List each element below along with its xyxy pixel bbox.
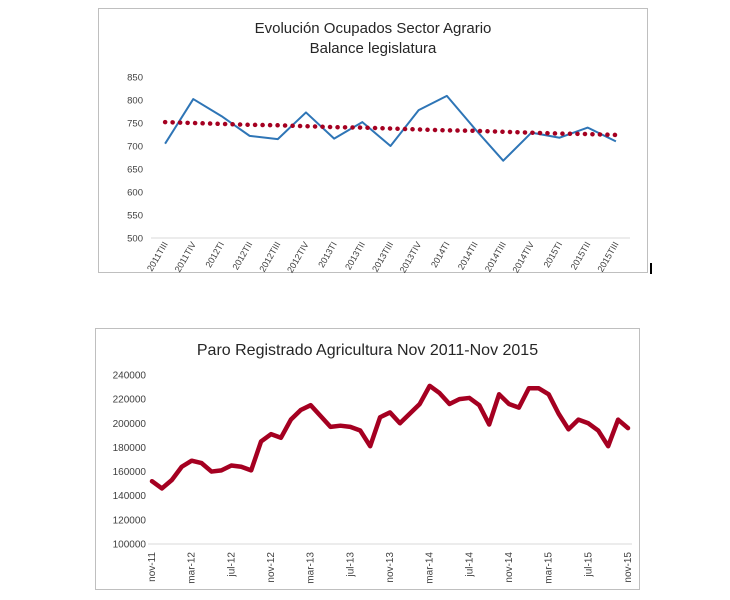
x-tick-label: 2013TIV bbox=[398, 240, 424, 274]
y-tick-label: 600 bbox=[127, 188, 143, 199]
x-tick-label: 2014TIII bbox=[483, 240, 508, 274]
x-tick-label: jul-15 bbox=[583, 552, 594, 578]
x-tick-label: 2015TII bbox=[569, 240, 593, 271]
x-tick-label: 2014TIV bbox=[510, 240, 536, 274]
x-tick-label: 2012TIV bbox=[285, 240, 311, 274]
chart-paro-agricultura: Paro Registrado Agricultura Nov 2011-Nov… bbox=[95, 328, 640, 590]
x-tick-label: 2013TII bbox=[343, 240, 367, 271]
x-tick-label: 2013TIII bbox=[370, 240, 395, 274]
x-tick-label: mar-12 bbox=[187, 552, 198, 584]
x-tick-label: 2013TI bbox=[316, 240, 339, 269]
y-tick-label: 180000 bbox=[113, 443, 147, 454]
x-tick-label: jul-14 bbox=[464, 552, 475, 578]
y-tick-label: 500 bbox=[127, 234, 143, 245]
y-tick-label: 850 bbox=[127, 73, 143, 84]
y-tick-label: 800 bbox=[127, 96, 143, 107]
x-tick-label: nov-11 bbox=[147, 552, 158, 582]
y-tick-label: 120000 bbox=[113, 515, 147, 526]
x-tick-label: mar-14 bbox=[425, 552, 436, 584]
chart-subtitle: Balance legislatura bbox=[309, 40, 437, 57]
y-tick-label: 100000 bbox=[113, 540, 147, 551]
chart-ocupados-agrario: Evolución Ocupados Sector Agrario Balanc… bbox=[98, 8, 648, 274]
chart-title-block: Evolución Ocupados Sector Agrario Balanc… bbox=[99, 19, 647, 59]
y-tick-label: 650 bbox=[127, 165, 143, 176]
x-tick-label: mar-15 bbox=[544, 552, 555, 584]
x-tick-label: jul-13 bbox=[345, 552, 356, 578]
series-line bbox=[149, 383, 631, 491]
chart-title-block: Paro Registrado Agricultura Nov 2011-Nov… bbox=[96, 341, 639, 361]
x-tick-label: 2012TIII bbox=[257, 240, 282, 274]
y-tick-label: 550 bbox=[127, 211, 143, 222]
edge-mark bbox=[650, 263, 652, 274]
x-tick-label: 2015TI bbox=[542, 240, 565, 269]
x-tick-label: nov-13 bbox=[385, 552, 396, 583]
x-tick-label: 2015TIII bbox=[595, 240, 620, 274]
y-tick-label: 140000 bbox=[113, 491, 147, 502]
x-tick-label: 2014TII bbox=[456, 240, 480, 271]
y-tick-label: 220000 bbox=[113, 395, 147, 406]
y-tick-label: 160000 bbox=[113, 467, 147, 478]
x-tick-label: 2011TIV bbox=[173, 240, 198, 274]
y-tick-label: 750 bbox=[127, 119, 143, 130]
x-tick-label: mar-13 bbox=[306, 552, 317, 584]
x-tick-label: 2011TIII bbox=[145, 240, 170, 273]
x-tick-label: jul-12 bbox=[226, 552, 237, 578]
x-tick-label: 2014TI bbox=[429, 240, 452, 269]
chart-title: Paro Registrado Agricultura Nov 2011-Nov… bbox=[196, 342, 539, 359]
chart-title: Evolución Ocupados Sector Agrario bbox=[254, 20, 492, 37]
y-tick-label: 700 bbox=[127, 142, 143, 153]
x-tick-label: 2012TII bbox=[230, 240, 254, 271]
x-tick-label: 2012TI bbox=[203, 240, 226, 269]
x-tick-label: nov-12 bbox=[266, 552, 277, 583]
trendline bbox=[162, 119, 619, 138]
chart-plot-area: 100000 120000 140000 160000 180000 200000 2200… bbox=[113, 371, 634, 584]
x-tick-label: nov-15 bbox=[623, 552, 634, 583]
y-tick-label: 240000 bbox=[113, 371, 147, 382]
x-tick-label: nov-14 bbox=[504, 552, 515, 583]
y-tick-label: 200000 bbox=[113, 419, 147, 430]
